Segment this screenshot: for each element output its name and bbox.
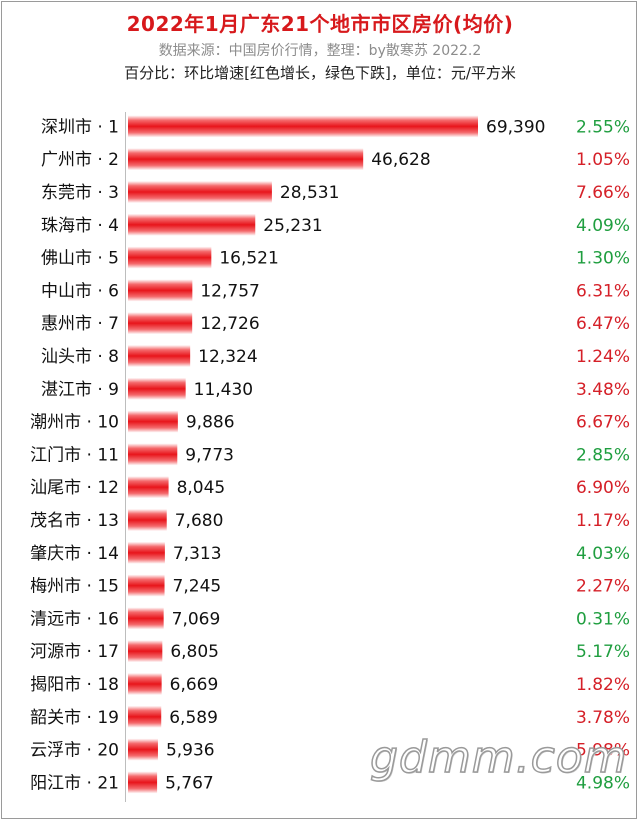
category-label: 汕尾市 · 12 bbox=[30, 478, 119, 498]
category-label: 潮州市 · 10 bbox=[30, 413, 119, 433]
value-label: 25,231 bbox=[263, 216, 322, 236]
bar bbox=[128, 312, 193, 335]
value-label: 7,680 bbox=[175, 511, 224, 531]
value-label: 6,669 bbox=[170, 675, 219, 695]
value-label: 7,069 bbox=[172, 609, 221, 629]
watermark: gdmm.com bbox=[369, 731, 628, 784]
chart-title: 2022年1月广东21个地市市区房价(均价) bbox=[126, 12, 514, 36]
category-axis bbox=[125, 112, 126, 802]
bar bbox=[128, 279, 193, 302]
value-label: 8,045 bbox=[177, 478, 226, 498]
category-label: 云浮市 · 20 bbox=[30, 741, 119, 761]
category-label: 肇庆市 · 14 bbox=[30, 544, 119, 564]
change-percent-label: 4.98% bbox=[576, 773, 630, 793]
bar bbox=[128, 410, 178, 433]
change-percent-label: 1.17% bbox=[576, 511, 630, 531]
category-label: 清远市 · 16 bbox=[30, 609, 119, 629]
category-label: 梅州市 · 15 bbox=[30, 577, 119, 597]
category-label: 惠州市 · 7 bbox=[41, 314, 119, 334]
category-label: 珠海市 · 4 bbox=[41, 216, 119, 236]
bar bbox=[128, 148, 364, 171]
value-label: 7,313 bbox=[173, 544, 222, 564]
change-percent-label: 6.90% bbox=[576, 478, 630, 498]
change-percent-label: 4.03% bbox=[576, 544, 630, 564]
value-label: 12,726 bbox=[200, 314, 259, 334]
value-label: 7,245 bbox=[173, 577, 222, 597]
category-label: 广州市 · 2 bbox=[41, 150, 119, 170]
bar bbox=[128, 705, 162, 728]
bar bbox=[128, 771, 158, 794]
value-label: 46,628 bbox=[371, 150, 430, 170]
bar bbox=[128, 443, 178, 466]
category-label: 阳江市 · 21 bbox=[30, 773, 119, 793]
value-label: 16,521 bbox=[219, 249, 278, 269]
category-label: 茂名市 · 13 bbox=[30, 511, 119, 531]
category-label: 中山市 · 6 bbox=[41, 281, 119, 301]
change-percent-label: 5.17% bbox=[576, 642, 630, 662]
change-percent-label: 4.09% bbox=[576, 216, 630, 236]
change-percent-label: 2.27% bbox=[576, 577, 630, 597]
category-label: 韶关市 · 19 bbox=[30, 708, 119, 728]
category-label: 揭阳市 · 18 bbox=[30, 675, 119, 695]
bar bbox=[128, 509, 167, 531]
change-percent-label: 2.85% bbox=[576, 445, 630, 465]
category-label: 河源市 · 17 bbox=[30, 642, 119, 662]
category-label: 深圳市 · 1 bbox=[41, 117, 119, 137]
change-percent-label: 3.48% bbox=[576, 380, 630, 400]
bar bbox=[128, 181, 272, 203]
change-percent-label: 1.24% bbox=[576, 347, 630, 367]
value-label: 28,531 bbox=[280, 183, 339, 203]
category-label: 汕头市 · 8 bbox=[41, 347, 119, 367]
chart-note: 百分比：环比增速[红色增长，绿色下跌]，单位：元/平方米 bbox=[124, 64, 516, 82]
change-percent-label: 0.31% bbox=[576, 609, 630, 629]
change-percent-label: 6.31% bbox=[576, 281, 630, 301]
category-label: 东莞市 · 3 bbox=[41, 183, 119, 203]
bar bbox=[128, 738, 158, 761]
bar bbox=[128, 574, 165, 597]
change-percent-label: 2.55% bbox=[576, 117, 630, 137]
change-percent-label: 1.82% bbox=[576, 675, 630, 695]
chart-source: 数据来源：中国房价行情，整理：by散寒苏 2022.2 bbox=[158, 43, 482, 59]
change-percent-label: 3.78% bbox=[576, 708, 630, 728]
bar bbox=[128, 246, 212, 269]
change-percent-label: 1.05% bbox=[576, 150, 630, 170]
value-label: 6,589 bbox=[169, 708, 218, 728]
bar bbox=[128, 541, 165, 564]
bar bbox=[128, 476, 169, 499]
bar bbox=[128, 345, 191, 367]
value-label: 12,757 bbox=[200, 281, 259, 301]
value-label: 69,390 bbox=[486, 117, 545, 137]
change-percent-label: 6.47% bbox=[576, 314, 630, 334]
value-label: 5,936 bbox=[166, 741, 215, 761]
value-label: 6,805 bbox=[170, 642, 219, 662]
change-percent-label: 7.66% bbox=[576, 183, 630, 203]
category-label: 湛江市 · 9 bbox=[41, 380, 119, 400]
value-label: 9,773 bbox=[185, 445, 234, 465]
bar bbox=[128, 607, 164, 630]
bar bbox=[128, 673, 162, 695]
bar bbox=[128, 377, 186, 400]
change-percent-label: 6.67% bbox=[576, 413, 630, 433]
bar bbox=[128, 115, 478, 138]
bar bbox=[128, 213, 256, 236]
value-label: 11,430 bbox=[194, 380, 253, 400]
category-label: 江门市 · 11 bbox=[30, 445, 119, 465]
bar bbox=[128, 640, 163, 663]
change-percent-label: 5.98% bbox=[576, 741, 630, 761]
value-label: 5,767 bbox=[165, 773, 214, 793]
value-label: 12,324 bbox=[198, 347, 257, 367]
value-label: 9,886 bbox=[186, 413, 235, 433]
category-label: 佛山市 · 5 bbox=[41, 249, 119, 269]
change-percent-label: 1.30% bbox=[576, 249, 630, 269]
